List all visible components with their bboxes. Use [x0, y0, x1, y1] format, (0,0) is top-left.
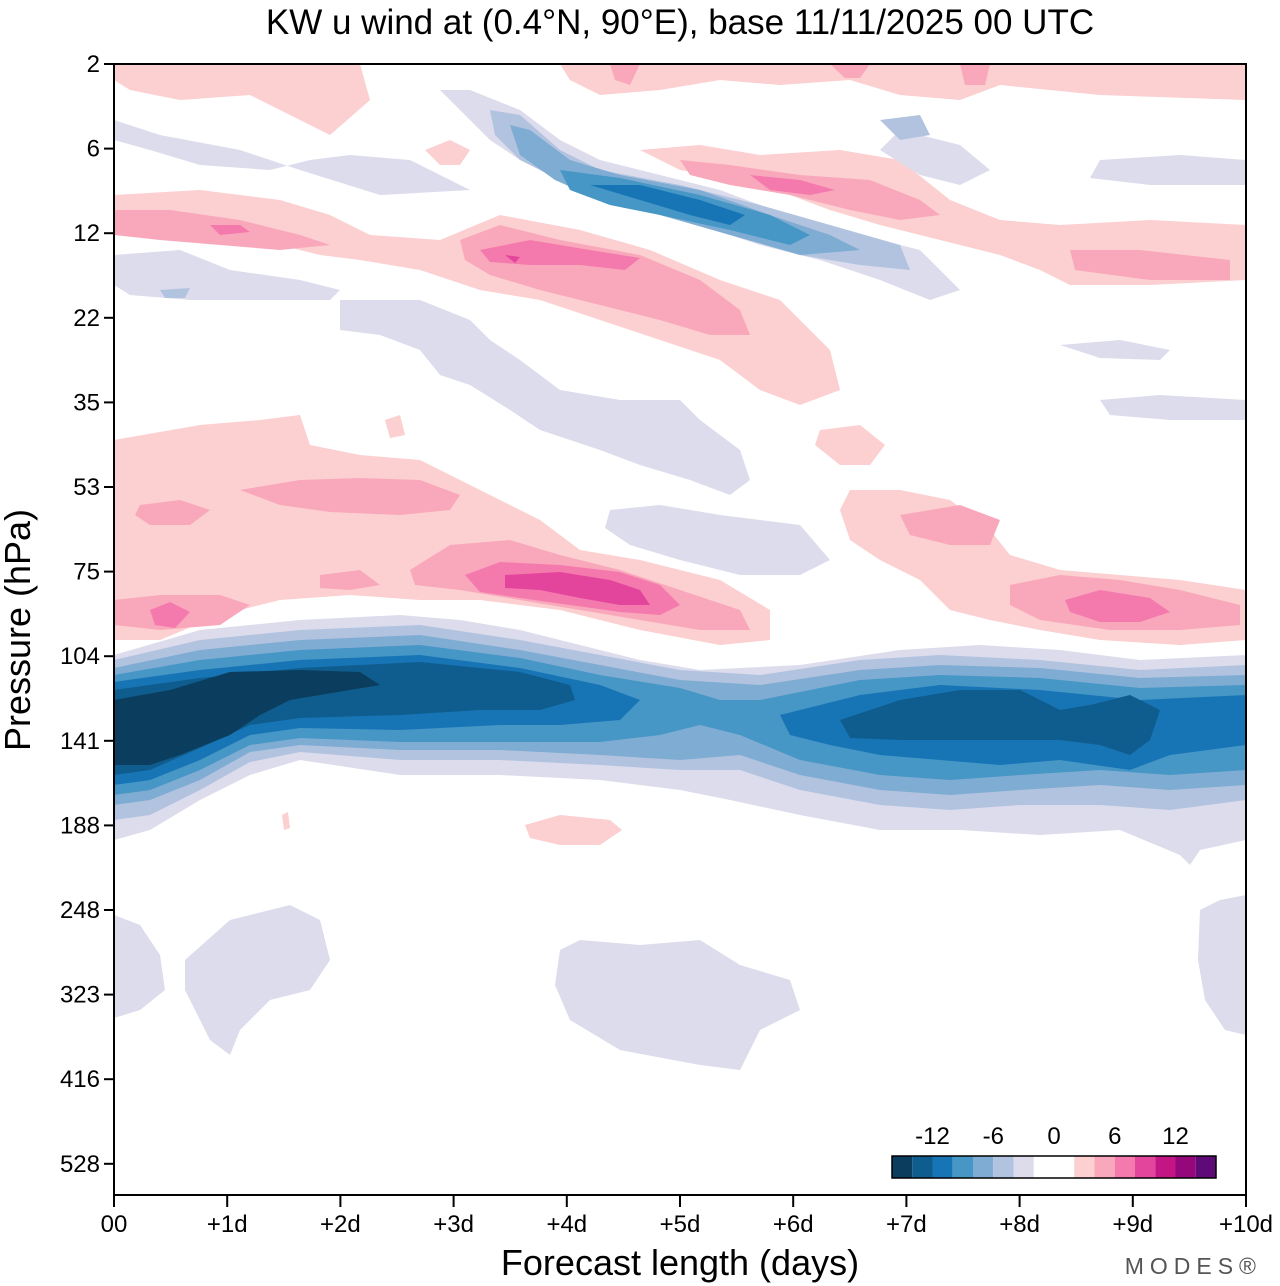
x-tick-label: +3d: [433, 1211, 474, 1238]
y-tick-label: 141: [60, 728, 100, 755]
y-tick-label: 75: [73, 559, 100, 586]
y-axis-label: Pressure (hPa): [0, 509, 38, 751]
y-axis: 2 6 12 22 35 53 75 104 141 188 248 323 416 528: [60, 51, 114, 1178]
contour-neg2-323hpa-left: [114, 915, 165, 1018]
chart-title: KW u wind at (0.4°N, 90°E), base 11/11/2…: [266, 3, 1094, 42]
colorbar-swatch: [1195, 1156, 1216, 1178]
contour-pos8-75hpa: [505, 572, 650, 605]
contour-pos6-75hpa-right: [1065, 590, 1170, 622]
colorbar-tick-label: -6: [983, 1123, 1004, 1150]
contour-pos4-top-a: [610, 64, 640, 85]
contour-neg2-35hpa-right: [1100, 395, 1246, 420]
colorbar-tick-label: 6: [1108, 1123, 1121, 1150]
colorbar-swatch: [952, 1156, 973, 1178]
colorbar-swatch: [1114, 1156, 1135, 1178]
contour-pos4-53hpa-right: [900, 505, 1000, 545]
colorbar-swatch: [912, 1156, 933, 1178]
colorbar-swatch: [932, 1156, 953, 1178]
contour-pos6-75hpa-left: [150, 602, 190, 628]
y-tick-label: 35: [73, 389, 100, 416]
x-tick-label: +9d: [1112, 1211, 1153, 1238]
colorbar-swatch: [973, 1156, 994, 1178]
contour-neg2-53hpa-mid: [605, 505, 830, 575]
x-axis: 00 +1d +2d +3d +4d +5d +6d +7d +8d +9d +10d: [101, 1195, 1273, 1238]
contour-pos2-6hpa-small: [425, 140, 470, 165]
y-tick-label: 188: [60, 812, 100, 839]
x-tick-label: +8d: [999, 1211, 1040, 1238]
colorbar-swatch: [1094, 1156, 1115, 1178]
modes-brand: MODES®: [1125, 1253, 1262, 1279]
colorbar-swatch: [892, 1156, 913, 1178]
colorbar-tick-label: 0: [1047, 1123, 1060, 1150]
contour-neg2-16hpa-left: [114, 250, 340, 300]
contour-pos6-12hpa-right: [750, 175, 835, 195]
contour-neg14-tropo: [114, 670, 380, 765]
contour-pos4-53hpa-left: [135, 500, 210, 525]
x-tick-label: +6d: [773, 1211, 814, 1238]
colorbar-swatch: [1033, 1156, 1075, 1178]
contour-pos2-top: [114, 64, 370, 135]
contour-pos6-12hpa-left: [210, 225, 250, 235]
contour-neg2-323hpa-far-right: [1198, 895, 1246, 1035]
x-tick-label: +10d: [1219, 1211, 1273, 1238]
x-tick-label: +5d: [660, 1211, 701, 1238]
y-tick-label: 323: [60, 982, 100, 1009]
colorbar: -12 -6 0 6 12: [891, 1123, 1217, 1179]
x-tick-label: 00: [101, 1211, 128, 1238]
contour-pos4-top-c: [960, 64, 990, 85]
contour-pos4-53hpa-band: [240, 478, 460, 515]
contour-pos2-top-right: [560, 64, 1246, 100]
contour-neg10-descend: [590, 185, 745, 225]
contour-neg12-tropo-right: [840, 690, 1160, 755]
colorbar-swatch: [1175, 1156, 1196, 1178]
colorbar-frame: [891, 1155, 1217, 1179]
contour-neg2-6hpa-right2: [880, 130, 990, 185]
colorbar-swatch: [1013, 1156, 1034, 1178]
x-tick-label: +4d: [546, 1211, 587, 1238]
contour-neg2-323hpa-mid: [185, 905, 330, 1055]
y-tick-label: 12: [73, 220, 100, 247]
colorbar-swatch: [1155, 1156, 1176, 1178]
contour-neg2-6hpa-right: [1090, 155, 1246, 185]
y-tick-label: 2: [87, 51, 100, 78]
contour-neg4-16hpa-left: [160, 288, 190, 298]
contour-field: [114, 64, 1246, 1070]
colorbar-swatch: [1074, 1156, 1095, 1178]
contour-neg2-22hpa-right: [1060, 340, 1170, 360]
colorbar-tick-label: 12: [1162, 1123, 1189, 1150]
colorbar-swatch: [1135, 1156, 1156, 1178]
y-tick-label: 528: [60, 1151, 100, 1178]
contour-pos4-75hpa-small: [320, 570, 380, 590]
y-tick-label: 104: [60, 643, 100, 670]
y-tick-label: 416: [60, 1066, 100, 1093]
contour-neg4-6hpa-right: [880, 115, 930, 140]
contour-pos2-188hpa: [525, 815, 622, 845]
contour-pos8-12hpa: [505, 255, 520, 263]
contour-pos4-12hpa-far-right: [1070, 250, 1230, 280]
y-tick-label: 248: [60, 897, 100, 924]
x-tick-label: +2d: [320, 1211, 361, 1238]
y-tick-label: 22: [73, 305, 100, 332]
contour-pos2-188hpa-tiny: [282, 812, 290, 830]
contour-pos2-35hpa-tiny: [385, 415, 405, 438]
contour-pos6-12hpa-mid: [480, 240, 640, 270]
y-tick-label: 53: [73, 474, 100, 501]
contour-neg2-35hpa: [340, 300, 750, 495]
x-tick-label: +7d: [886, 1211, 927, 1238]
x-tick-label: +1d: [207, 1211, 248, 1238]
x-axis-label: Forecast length (days): [501, 1242, 859, 1283]
colorbar-tick-label: -12: [915, 1123, 950, 1150]
y-tick-label: 6: [87, 136, 100, 163]
contour-pos4-top-b: [830, 64, 870, 78]
contour-pos2-35hpa-small: [815, 425, 885, 465]
colorbar-swatch: [993, 1156, 1014, 1178]
contour-neg2-323hpa-right: [555, 940, 800, 1070]
contour-neg2-6hpa: [114, 120, 470, 195]
